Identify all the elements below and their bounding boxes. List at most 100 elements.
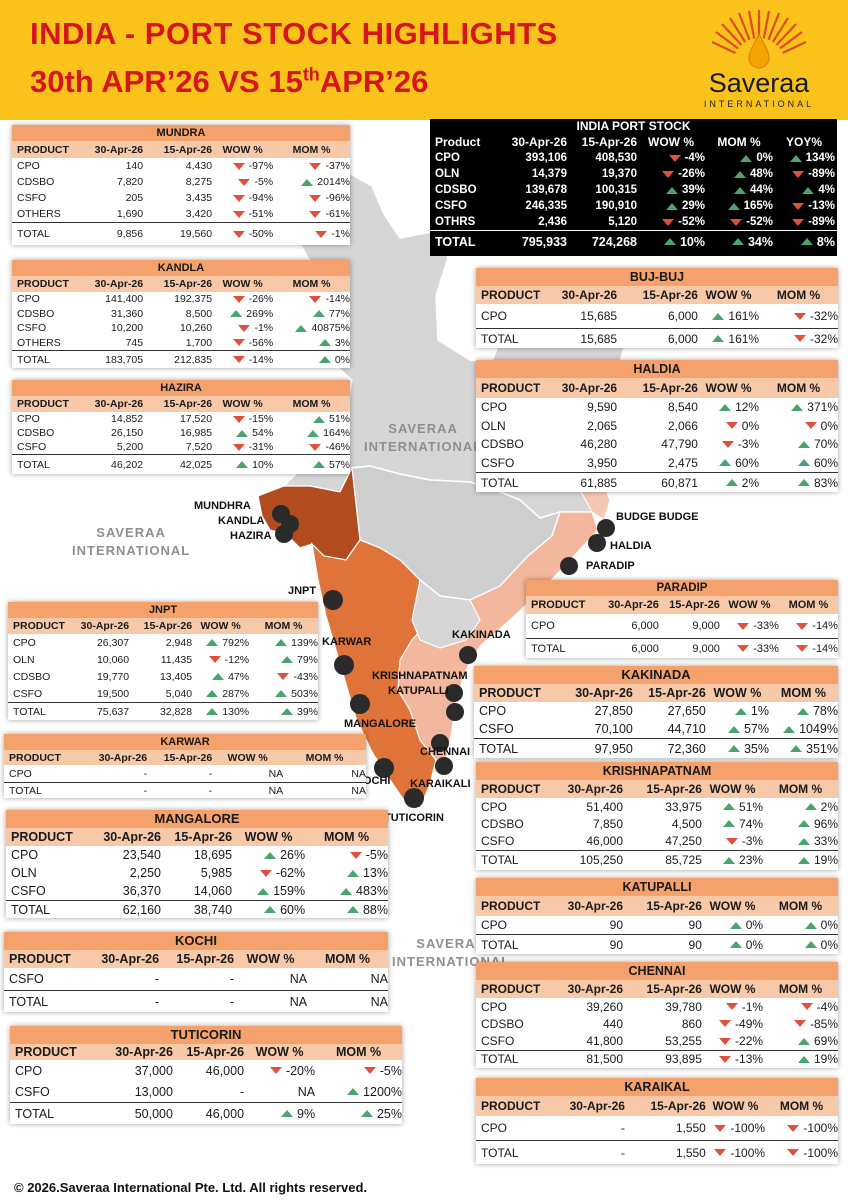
page-subtitle: 30th APR’26 VS 15thAPR’26 [30, 64, 429, 99]
table-cell: MOM % [305, 751, 344, 764]
table-cell: 60,871 [661, 475, 698, 490]
table-cell: 15-Apr-26 [650, 1099, 706, 1113]
table-cell: 1,690 [116, 208, 144, 220]
table-cell: - [239, 1084, 245, 1099]
triangle-down-icon [725, 1003, 738, 1011]
table-cell: 26,307 [96, 636, 130, 649]
table-cell: 34% [705, 231, 773, 252]
table-cell: 1049% [769, 720, 838, 738]
table-cell: WOW % [709, 982, 756, 996]
table-row: CSFO 41,800 53,255 -22% 69% [476, 1033, 838, 1050]
city-label-hazira: HAZIRA [230, 530, 272, 542]
table-cell: 192,375 [174, 293, 213, 306]
table-cell: TOTAL [481, 475, 519, 490]
triangle-down-icon [309, 295, 322, 303]
table-cell: CPO [17, 160, 40, 172]
triangle-up-icon [725, 479, 738, 486]
table-cell: MOM % [779, 1099, 824, 1113]
triangle-up-icon [800, 238, 813, 245]
table-cell: NA [351, 767, 366, 780]
table-cell: -62% [232, 864, 305, 882]
table-row: CPO 51,400 33,975 51% 2% [476, 798, 838, 815]
table-cell: PRODUCT [17, 278, 69, 290]
table-row: CSFO 5,200 7,520 -31% -46% [12, 440, 350, 454]
table-cell: CSFO [17, 441, 47, 453]
table-row: CPO -1,550 -100% -100% [476, 1116, 838, 1140]
table-total-row: TOTAL 75,637 32,828 130% 39% [8, 702, 318, 720]
table-cell: -5% [305, 846, 388, 864]
table-cell: 8% [773, 231, 835, 252]
table-cell: NA [268, 767, 284, 780]
table-cell: 61,885 [580, 475, 618, 490]
panel-header: PRODUCT 30-Apr-26 15-Apr-26 WOW % MOM % [476, 378, 838, 398]
table-cell: - [143, 784, 148, 797]
table-total-row: TOTAL 90 90 0% 0% [476, 934, 838, 954]
triangle-up-icon [797, 837, 810, 845]
triangle-up-icon [264, 851, 277, 859]
table-cell: MOM % [776, 288, 821, 302]
table-cell: - [229, 972, 235, 986]
watermark: SAVERAA INTERNATIONAL [72, 525, 191, 558]
table-cell: 30-Apr-26 [561, 288, 618, 302]
table-cell: 50,000 [134, 1106, 173, 1121]
triangle-up-icon [797, 479, 810, 486]
table-cell: PRODUCT [481, 381, 541, 395]
table-cell: 19% [763, 1051, 838, 1068]
triangle-up-icon [340, 887, 353, 895]
table-cell: - [620, 1121, 625, 1135]
table-cell: 6,000 [631, 642, 659, 655]
triangle-down-icon [277, 673, 290, 680]
table-cell: 8,275 [185, 176, 213, 188]
table-cell: 0% [702, 916, 763, 934]
table-cell: -100% [706, 1141, 765, 1164]
table-cell: 7,820 [116, 176, 144, 188]
panel-title: MUNDRA [12, 125, 350, 141]
table-cell: CPO [481, 918, 508, 932]
table-cell: - [143, 767, 148, 780]
table-cell: 440 [602, 1016, 624, 1031]
table-cell: -37% [273, 158, 350, 174]
table-cell: CSFO [17, 192, 47, 204]
triangle-down-icon [232, 339, 245, 347]
table-cell: 0% [273, 351, 350, 368]
table-row: CSFO 70,100 44,710 57% 1049% [474, 720, 838, 738]
panel-title: KATUPALLI [476, 878, 838, 896]
triangle-down-icon [792, 218, 805, 226]
table-row: CDSBO 7,820 8,275 -5% 2014% [12, 174, 350, 190]
table-cell: -85% [763, 1015, 838, 1032]
table-cell: 287% [192, 685, 249, 702]
table-cell: 30-Apr-26 [98, 751, 148, 764]
table-cell: PRODUCT [479, 686, 541, 700]
table-cell: 141,400 [105, 293, 144, 306]
table-cell: 11,435 [160, 653, 193, 666]
table-cell: 23% [702, 851, 763, 870]
table-cell: TOTAL [11, 902, 51, 917]
panel-title: CHENNAI [476, 962, 838, 980]
table-cell: MOM % [292, 143, 331, 156]
triangle-up-icon [318, 356, 331, 363]
table-cell: WOW % [222, 398, 263, 410]
table-cell: -61% [273, 206, 350, 222]
table-cell: 35% [706, 739, 769, 758]
triangle-up-icon [789, 154, 802, 162]
triangle-down-icon [208, 656, 221, 663]
table-cell: 10,200 [110, 322, 144, 335]
triangle-up-icon [797, 1055, 810, 1063]
table-cell: 7,520 [185, 441, 213, 453]
table-cell: PRODUCT [481, 782, 541, 796]
table-cell: NA [370, 994, 389, 1009]
panel-title: KANDLA [12, 260, 350, 276]
table-cell: 83% [759, 473, 838, 492]
panel-header: PRODUCT 30-Apr-26 15-Apr-26 WOW % MOM % [476, 980, 838, 998]
table-cell: 5,040 [165, 687, 193, 700]
triangle-up-icon [723, 803, 736, 811]
triangle-down-icon [804, 422, 817, 430]
table-cell: WOW % [227, 751, 268, 764]
table-cell: 15-Apr-26 [174, 830, 233, 844]
triangle-up-icon [318, 339, 331, 347]
table-cell: CPO [17, 413, 40, 425]
table-cell: 30-Apr-26 [103, 830, 161, 844]
triangle-down-icon [315, 230, 328, 238]
table-cell: 15-Apr-26 [646, 982, 702, 996]
panel-header: PRODUCT 30-Apr-26 15-Apr-26 WOW % MOM % [6, 828, 388, 846]
